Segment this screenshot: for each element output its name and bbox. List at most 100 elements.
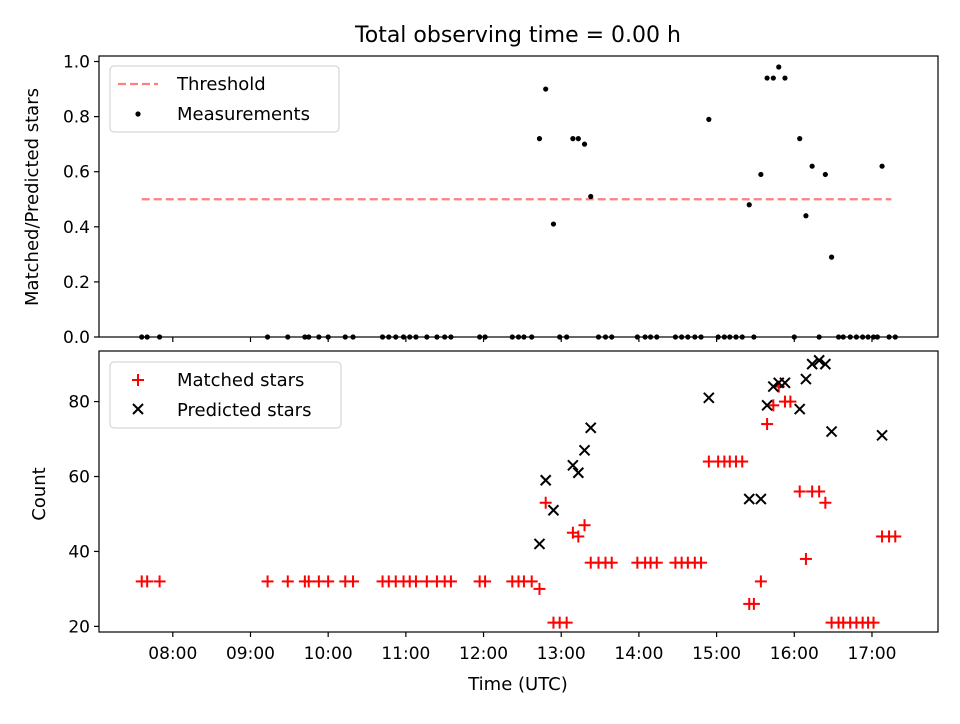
measurements-point: [139, 334, 145, 340]
measurements-point: [482, 334, 488, 340]
measurements-point: [892, 334, 898, 340]
measurements-point: [588, 193, 594, 200]
x-tick-label: 14:00: [614, 644, 663, 664]
measurements-point: [840, 334, 846, 340]
measurements-point: [575, 136, 581, 142]
predicted-stars-point: [703, 392, 715, 404]
measurements-point: [144, 334, 150, 340]
top-y-tick-label: 0.8: [63, 108, 90, 128]
matched-stars-point: [141, 575, 154, 588]
matched-stars-point: [813, 485, 826, 498]
measurements-point: [770, 75, 776, 81]
matched-stars-point: [525, 575, 538, 588]
bottom-axes-frame: [98, 350, 939, 633]
measurements-point: [393, 334, 399, 340]
predicted-stars-point: [806, 358, 818, 370]
measurements-point: [727, 334, 733, 340]
measurements-point: [654, 334, 660, 340]
matched-stars-point: [533, 582, 546, 595]
matched-stars-point: [867, 616, 880, 629]
predicted-legend-label: Predicted stars: [177, 400, 311, 421]
predicted-stars-point: [876, 429, 888, 442]
measurements-point: [521, 334, 527, 340]
matched-stars-point: [799, 552, 812, 565]
matched-stars-point: [261, 575, 274, 588]
matched-stars-point: [479, 575, 492, 588]
measurements-point: [570, 136, 576, 142]
measurements-point: [679, 334, 685, 340]
measurements-point: [285, 334, 291, 340]
measurements-point: [602, 334, 609, 340]
measurements-point: [746, 202, 752, 208]
measurements-point: [797, 136, 803, 142]
measurements-point: [595, 334, 602, 340]
matched-stars-point: [539, 496, 552, 509]
x-tick-label: 08:00: [148, 644, 197, 664]
measurements-point: [424, 334, 430, 340]
measurements-point: [776, 64, 782, 70]
measurements-point: [822, 171, 828, 178]
bottom-y-tick-label: 60: [68, 468, 90, 488]
measurements-point: [758, 171, 764, 178]
predicted-stars-point: [578, 444, 591, 456]
matched-stars-point: [302, 575, 315, 588]
measurements-point: [791, 334, 797, 340]
matched-stars-point: [889, 530, 902, 543]
measurements-point: [634, 334, 640, 340]
measurements-point: [853, 334, 860, 340]
measurements-point: [860, 334, 866, 340]
matched-stars-point: [736, 455, 749, 468]
measurements-point: [529, 334, 535, 340]
matched-stars-point: [747, 597, 760, 610]
measurements-point: [764, 75, 770, 81]
predicted-stars-point: [572, 467, 585, 479]
measurements-point: [828, 254, 835, 260]
measurements-point: [733, 334, 739, 340]
measurements-point: [543, 86, 549, 92]
top-y-tick-label: 1.0: [63, 53, 90, 73]
top-legend: Threshold Measurements: [109, 65, 340, 133]
measurements-point: [325, 334, 331, 340]
measurements-point: [350, 334, 356, 340]
measurements-point: [692, 334, 698, 340]
matched-stars-point: [444, 575, 457, 588]
bottom-legend-frame: [109, 361, 342, 429]
matched-stars-point: [754, 575, 767, 588]
measurements-point: [509, 334, 515, 340]
matched-stars-point: [695, 556, 708, 569]
measurements-point: [379, 334, 386, 340]
measurements-point: [698, 334, 704, 340]
measurements-point: [803, 213, 809, 219]
measurements-point: [809, 163, 815, 169]
matched-legend-swatch: [132, 374, 144, 386]
measurements-point: [515, 334, 522, 340]
measurements-point: [715, 334, 721, 340]
x-tick-label: 09:00: [226, 644, 275, 664]
measurements-point: [642, 334, 648, 340]
predicted-stars-point: [767, 380, 780, 393]
x-tick-label: 10:00: [304, 644, 353, 664]
measurements-point: [706, 116, 712, 122]
measurements-point: [536, 136, 543, 142]
measurements-point: [306, 334, 312, 340]
predicted-stars-point: [755, 493, 767, 505]
measurements-point: [442, 334, 448, 340]
measurements-point: [609, 334, 615, 340]
threshold-legend-label: Threshold: [176, 74, 266, 95]
x-tick-label: 17:00: [847, 644, 896, 664]
measurements-point: [302, 334, 308, 340]
predicted-stars-point: [800, 373, 812, 385]
measurements-point: [564, 334, 570, 340]
measurements-point: [413, 334, 419, 340]
predicted-stars-point: [779, 377, 791, 389]
measurements-point: [316, 334, 322, 340]
predicted-stars-point: [567, 459, 579, 471]
measurements-point: [581, 141, 588, 147]
top-legend-frame: [109, 65, 340, 133]
measurements-point: [448, 334, 454, 340]
measurements-legend-label: Measurements: [177, 104, 310, 125]
matched-stars-point: [784, 395, 797, 408]
predicted-stars-point: [825, 425, 838, 438]
measurements-point: [647, 334, 654, 340]
